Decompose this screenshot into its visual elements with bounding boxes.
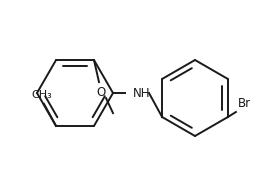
Text: CH₃: CH₃ [32,90,52,100]
Text: Br: Br [238,97,251,110]
Text: NH: NH [133,86,150,100]
Text: O: O [96,86,106,99]
